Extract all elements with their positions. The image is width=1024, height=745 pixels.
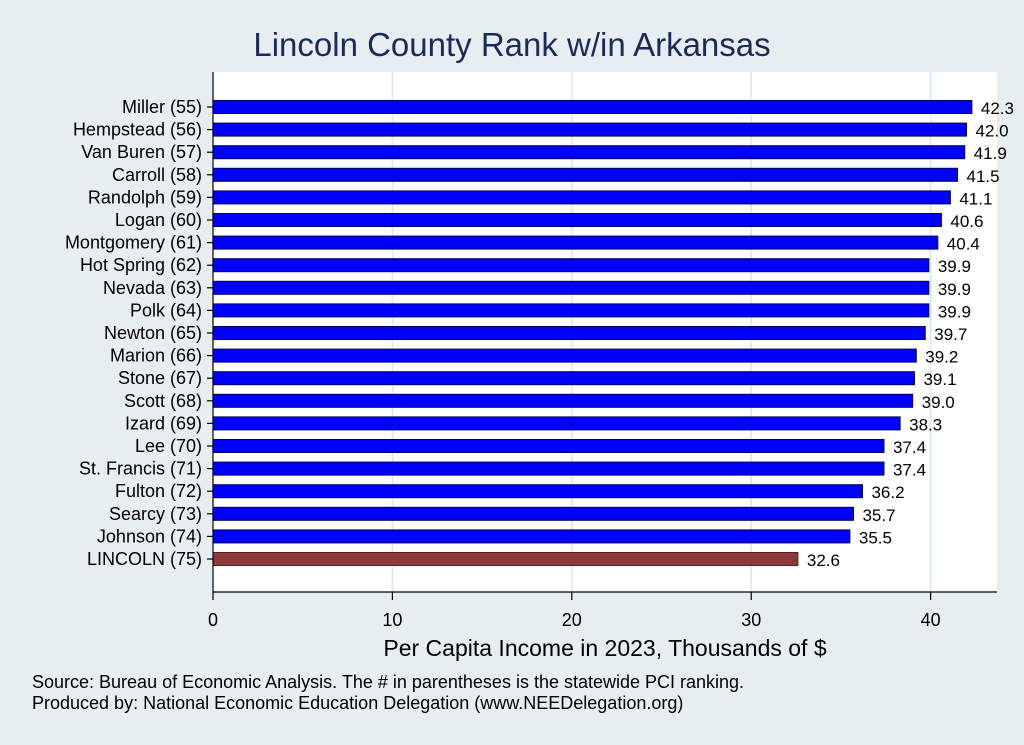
labels: Miller (55) 42.3 Hempstead (56) 42.0 Van Bur… [65, 97, 1014, 570]
x-tick-label: 0 [208, 610, 218, 630]
chart-title: Lincoln County Rank w/in Arkansas [253, 26, 771, 63]
producer-line: Produced by: National Economic Education… [32, 693, 684, 713]
bar [212, 484, 863, 499]
value-label: 42.3 [981, 99, 1014, 118]
x-ticks: 0 10 20 30 40 [208, 592, 941, 630]
value-label: 39.2 [925, 348, 958, 367]
value-label: 41.1 [959, 189, 992, 208]
category-label: St. Francis (71) [79, 459, 202, 479]
value-label: 38.3 [909, 415, 942, 434]
category-label: Montgomery (61) [65, 233, 202, 253]
bar [212, 439, 885, 453]
bar [212, 303, 930, 318]
value-label: 39.1 [923, 370, 956, 389]
bar [212, 235, 939, 250]
value-label: 39.0 [922, 393, 955, 412]
value-label: 41.9 [974, 144, 1007, 163]
value-label: 41.5 [967, 167, 1000, 186]
bar [212, 529, 851, 544]
source-line: Source: Bureau of Economic Analysis. The… [32, 672, 745, 692]
category-label: Lee (70) [135, 436, 202, 456]
bar [212, 416, 901, 431]
bar [212, 280, 930, 295]
value-label: 39.9 [938, 257, 971, 276]
source-note: Source: Bureau of Economic Analysis. The… [32, 672, 744, 714]
value-label: 37.4 [893, 461, 926, 480]
bar [212, 326, 926, 340]
category-label: Polk (64) [130, 300, 202, 320]
bars [207, 100, 973, 566]
category-label: Izard (69) [125, 413, 202, 433]
category-label: Logan (60) [115, 210, 202, 230]
value-label: 39.7 [934, 325, 967, 344]
x-tick-label: 30 [741, 610, 761, 630]
x-tick-label: 10 [382, 610, 402, 630]
category-label: Scott (68) [124, 391, 202, 411]
bar [212, 461, 885, 476]
x-tick-label: 40 [921, 610, 941, 630]
category-label: Searcy (73) [109, 504, 202, 524]
x-axis-title: Per Capita Income in 2023, Thousands of … [383, 635, 826, 661]
category-label: Newton (65) [104, 323, 202, 343]
category-label: Nevada (63) [103, 278, 202, 298]
bar [212, 258, 930, 273]
category-label: Fulton (72) [115, 481, 202, 501]
value-label: 40.4 [947, 235, 980, 254]
category-label: Van Buren (57) [81, 142, 202, 162]
bar [212, 393, 914, 408]
category-label: Carroll (58) [112, 165, 202, 185]
value-label: 36.2 [871, 483, 904, 502]
category-label: Hempstead (56) [73, 120, 202, 140]
value-label: 35.5 [859, 528, 892, 547]
category-label: Marion (66) [110, 346, 202, 366]
bar [212, 100, 973, 114]
value-label: 39.9 [938, 302, 971, 321]
value-label: 42.0 [976, 122, 1009, 141]
bar [212, 348, 917, 363]
bar [212, 371, 915, 386]
bar [212, 213, 942, 227]
value-label: 39.9 [938, 280, 971, 299]
value-label: 40.6 [950, 212, 983, 231]
value-label: 32.6 [807, 551, 840, 570]
category-label: Miller (55) [122, 97, 202, 117]
bar [212, 167, 959, 182]
category-label: Johnson (74) [97, 526, 202, 546]
bar [212, 506, 854, 521]
value-label: 37.4 [893, 438, 926, 457]
value-label: 35.7 [862, 506, 895, 525]
category-label: Stone (67) [118, 368, 202, 388]
bar [212, 190, 951, 205]
category-label: LINCOLN (75) [87, 549, 202, 569]
x-tick-label: 20 [562, 610, 582, 630]
category-label: Hot Spring (62) [80, 255, 202, 275]
bar [212, 552, 799, 566]
category-label: Randolph (59) [88, 187, 202, 207]
bar [212, 122, 968, 137]
bar [212, 145, 966, 160]
